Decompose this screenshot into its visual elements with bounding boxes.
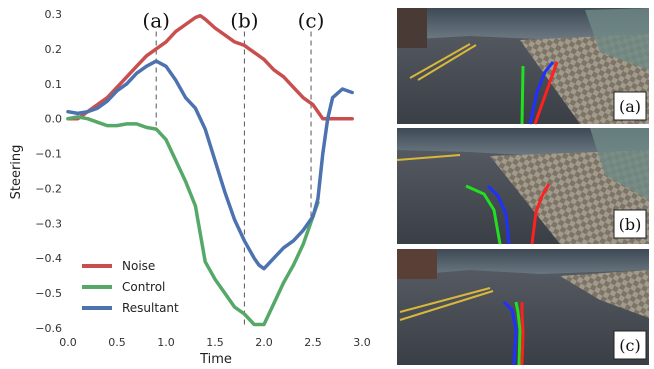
y-axis-label: Steering bbox=[9, 145, 24, 200]
series-line-noise bbox=[66, 13, 354, 121]
path-control-c bbox=[514, 301, 522, 366]
path-control-b bbox=[465, 184, 502, 245]
x-tick-label: 1.5 bbox=[206, 336, 224, 349]
marker-label: (c) bbox=[298, 8, 325, 32]
y-tick-label: −0.6 bbox=[35, 322, 62, 335]
y-axis-ticks: 0.3 0.2 0.1 0.0 −0.1 −0.2 −0.3 −0.4 −0.5 −0.6 bbox=[35, 8, 62, 335]
marker-label: (a) bbox=[142, 8, 170, 32]
steering-chart: 0.3 0.2 0.1 0.0 −0.1 −0.2 −0.3 −0.4 −0.5 −0.6 0.0… bbox=[9, 8, 371, 367]
x-tick-label: 3.0 bbox=[353, 336, 371, 349]
y-tick-label: 0.1 bbox=[45, 78, 63, 91]
legend-label-noise: Noise bbox=[122, 259, 155, 273]
x-axis-ticks: 0.0 0.5 1.0 1.5 2.0 2.5 3.0 bbox=[59, 336, 371, 349]
y-tick-label: 0.2 bbox=[45, 43, 63, 56]
series-line-control bbox=[66, 115, 320, 327]
camera-panel-c: (c) bbox=[397, 249, 649, 366]
series-line-resultant bbox=[66, 59, 354, 271]
y-tick-label: 0.3 bbox=[45, 8, 63, 21]
panel-label-b: (b) bbox=[619, 215, 642, 234]
path-resultant-b bbox=[486, 184, 511, 245]
path-noise-c bbox=[520, 302, 525, 366]
path-noise-a bbox=[533, 61, 559, 125]
x-tick-label: 2.0 bbox=[255, 336, 273, 349]
y-tick-label: −0.5 bbox=[35, 287, 62, 300]
marker-label: (b) bbox=[230, 8, 258, 32]
y-tick-label: −0.4 bbox=[35, 252, 62, 265]
path-resultant-c bbox=[502, 300, 518, 366]
legend-label-resultant: Resultant bbox=[122, 301, 179, 315]
camera-panels: (a) (b) (c) bbox=[396, 8, 649, 366]
legend-label-control: Control bbox=[122, 280, 165, 294]
x-axis-label: Time bbox=[199, 352, 232, 367]
x-tick-label: 1.0 bbox=[157, 336, 175, 349]
x-tick-label: 0.5 bbox=[108, 336, 126, 349]
panel-label-c: (c) bbox=[619, 336, 640, 355]
path-noise-b bbox=[530, 183, 551, 245]
series-lines bbox=[66, 13, 354, 327]
path-resultant-a bbox=[528, 61, 555, 125]
y-tick-label: 0.0 bbox=[45, 113, 63, 126]
event-markers: (a) (b) (c) bbox=[142, 8, 324, 328]
camera-panel-b: (b) bbox=[396, 128, 649, 245]
path-control-a bbox=[520, 65, 525, 125]
y-tick-label: −0.2 bbox=[35, 182, 62, 195]
x-tick-label: 0.0 bbox=[59, 336, 77, 349]
panel-label-a: (a) bbox=[619, 97, 641, 116]
legend: Noise Control Resultant bbox=[82, 259, 179, 315]
camera-panel-a: (a) bbox=[397, 8, 649, 125]
x-tick-label: 2.5 bbox=[304, 336, 322, 349]
y-tick-label: −0.3 bbox=[35, 217, 62, 230]
y-tick-label: −0.1 bbox=[35, 148, 62, 161]
